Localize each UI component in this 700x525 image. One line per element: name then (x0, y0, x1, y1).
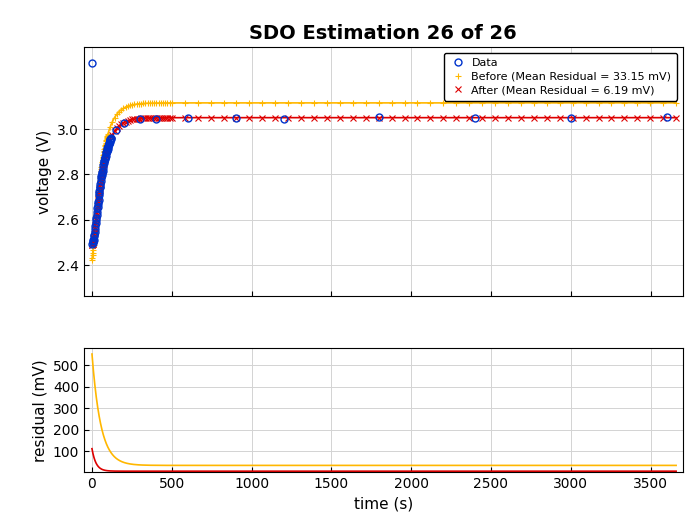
Line: After (Mean Residual = 6.19 mV): After (Mean Residual = 6.19 mV) (89, 115, 679, 248)
Before (Mean Residual = 33.15 mV) (102, 138, 110, 144)
Before (Mean Residual = 33.15 mV) (452, 100, 461, 106)
Data (102, 149, 110, 155)
Title: SDO Estimation 26 of 26: SDO Estimation 26 of 26 (249, 24, 517, 43)
After (Mean Residual = 6.19 mV) (96, 181, 104, 187)
Before (Mean Residual = 33.15 mV) (96, 173, 104, 179)
Data (94, 192, 103, 198)
Data (89, 238, 97, 244)
Before (Mean Residual = 33.15 mV) (101, 145, 109, 151)
Before (Mean Residual = 33.15 mV) (608, 100, 616, 106)
After (Mean Residual = 6.19 mV) (101, 156, 109, 162)
After (Mean Residual = 6.19 mV) (88, 242, 96, 248)
Data (662, 114, 671, 120)
Legend: Data, Before (Mean Residual = 33.15 mV), After (Mean Residual = 6.19 mV): Data, Before (Mean Residual = 33.15 mV),… (444, 53, 677, 101)
Before (Mean Residual = 33.15 mV) (672, 100, 680, 106)
Data (105, 139, 113, 145)
Before (Mean Residual = 33.15 mV) (413, 100, 421, 106)
Y-axis label: residual (mV): residual (mV) (32, 359, 47, 461)
After (Mean Residual = 6.19 mV) (102, 150, 110, 156)
Data (88, 241, 97, 247)
X-axis label: time (s): time (s) (354, 497, 413, 512)
Data (99, 162, 108, 169)
After (Mean Residual = 6.19 mV) (452, 114, 461, 121)
After (Mean Residual = 6.19 mV) (119, 120, 127, 126)
Before (Mean Residual = 33.15 mV) (119, 105, 127, 111)
Line: Before (Mean Residual = 33.15 mV): Before (Mean Residual = 33.15 mV) (89, 100, 679, 262)
Data (375, 114, 384, 121)
After (Mean Residual = 6.19 mV) (672, 114, 680, 121)
Before (Mean Residual = 33.15 mV) (88, 256, 96, 262)
Data (88, 60, 97, 66)
After (Mean Residual = 6.19 mV) (608, 114, 616, 121)
Y-axis label: voltage (V): voltage (V) (36, 130, 52, 214)
After (Mean Residual = 6.19 mV) (413, 114, 421, 121)
Line: Data: Data (89, 60, 670, 248)
